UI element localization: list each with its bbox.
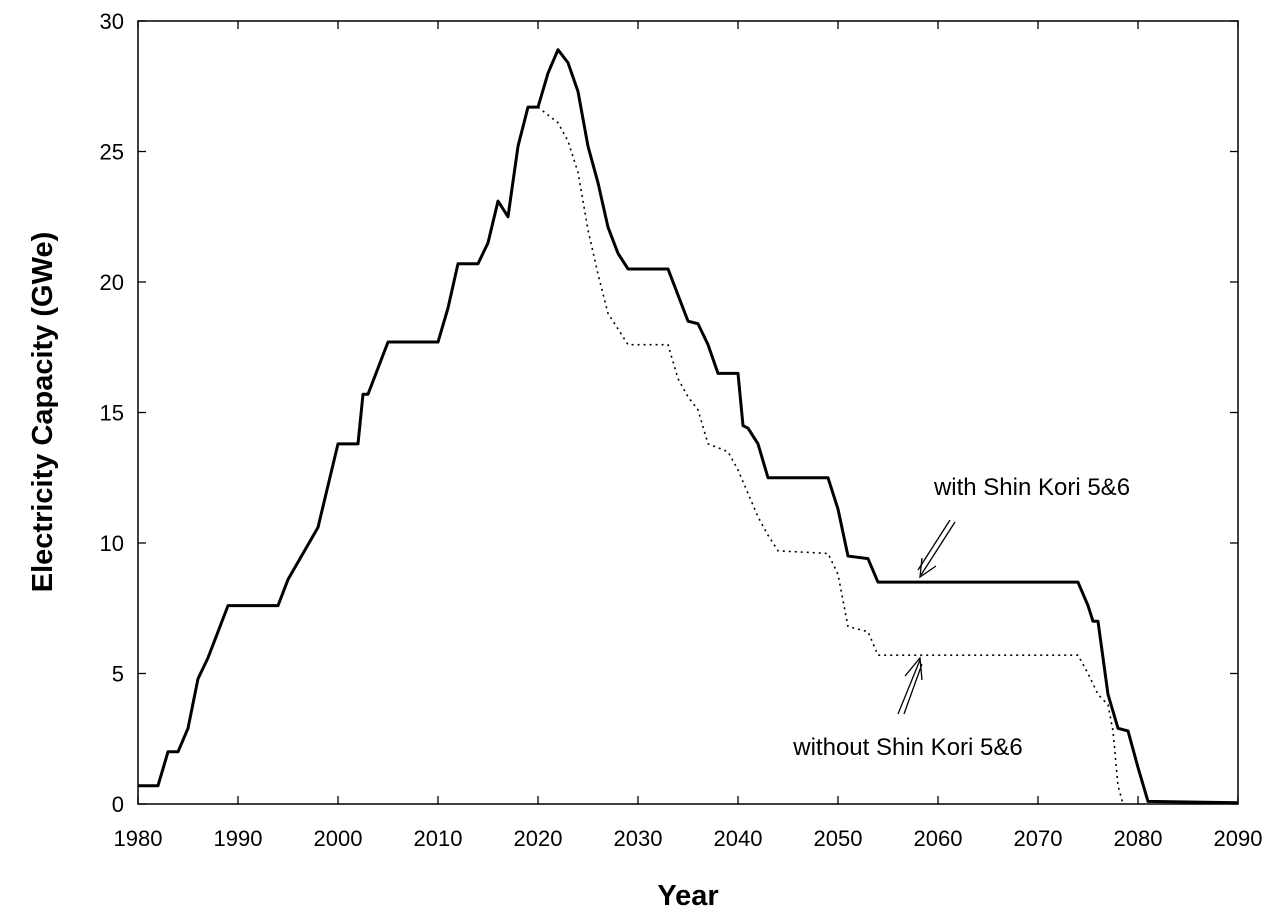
x-tick-label: 2090 [1214, 826, 1263, 851]
annotation: without Shin Kori 5&6 [792, 734, 1022, 761]
y-tick-label: 20 [100, 270, 124, 295]
x-tick-label: 2010 [414, 826, 463, 851]
y-tick-label: 5 [112, 662, 124, 687]
x-tick-label: 1980 [114, 826, 163, 851]
x-tick-label: 2020 [514, 826, 563, 851]
series-line [138, 48, 1239, 805]
x-tick-label: 2040 [714, 826, 763, 851]
x-tick-label: 2080 [1114, 826, 1163, 851]
y-tick-label: 25 [100, 140, 124, 165]
x-tick-label: 2060 [914, 826, 963, 851]
y-tick-label: 10 [100, 531, 124, 556]
x-tick-label: 2000 [314, 826, 363, 851]
arrow [897, 656, 923, 715]
annotation: with Shin Kori 5&6 [933, 474, 1130, 501]
x-tick-label: 2030 [614, 826, 663, 851]
y-axis-title: Electricity Capacity (GWe) [27, 232, 59, 592]
x-tick-label: 1990 [214, 826, 263, 851]
y-tick-label: 15 [100, 401, 124, 426]
x-axis-title: Year [657, 880, 718, 912]
arrow [917, 519, 956, 579]
plot-frame [137, 20, 1239, 805]
y-tick-label: 0 [112, 792, 124, 817]
series-line [537, 106, 1124, 805]
x-tick-label: 2070 [1014, 826, 1063, 851]
y-tick-label: 30 [100, 9, 124, 34]
x-tick-label: 2050 [814, 826, 863, 851]
